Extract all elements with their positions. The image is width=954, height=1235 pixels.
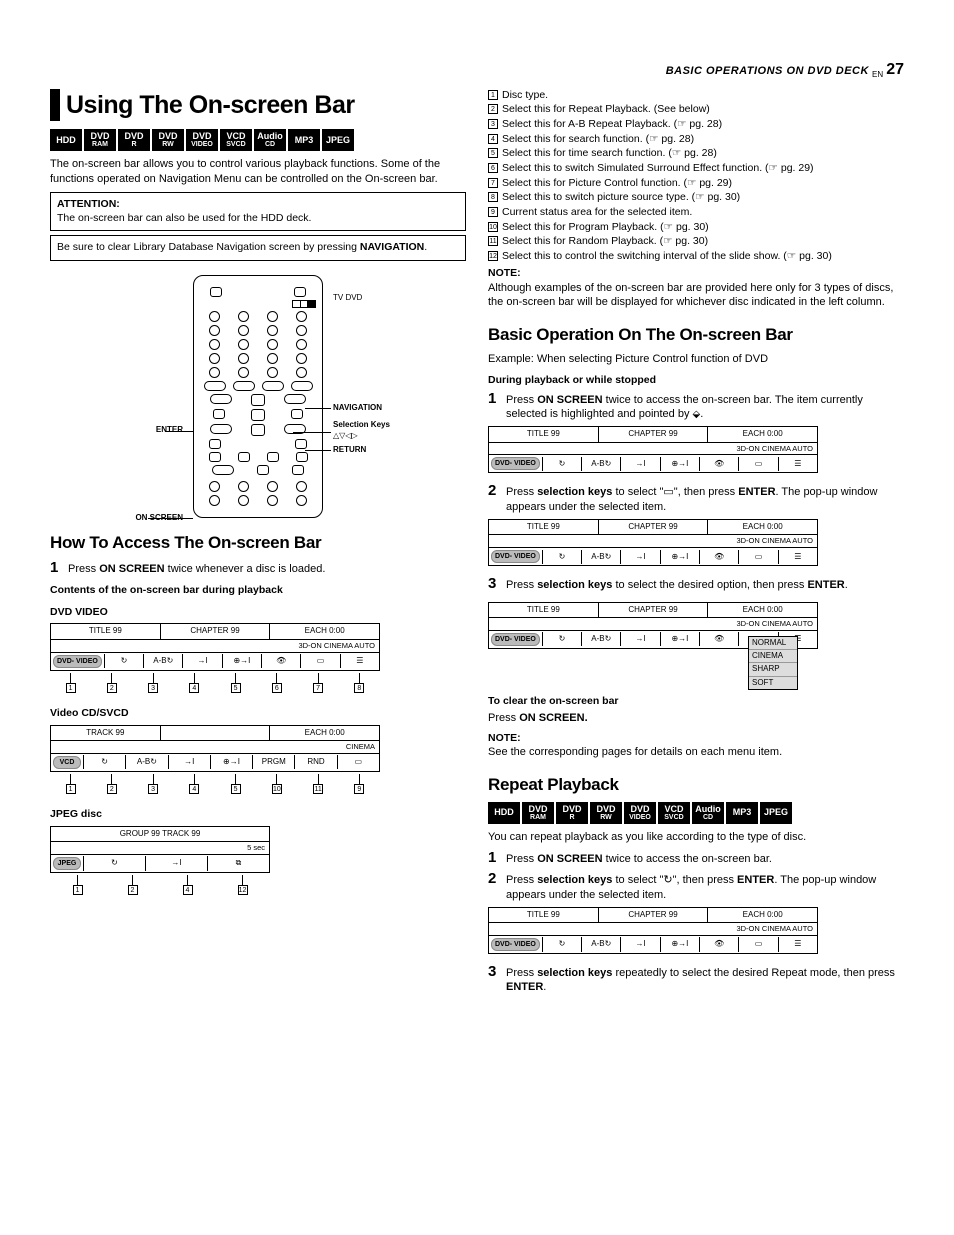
clear-label: To clear the on-screen bar [488,695,904,709]
navigation-note-box: Be sure to clear Library Database Naviga… [50,235,466,261]
attention-box: ATTENTION: The on-screen bar can also be… [50,192,466,231]
format-badge: VCDSVCD [220,129,252,151]
format-badge: DVDVIDEO [186,129,218,151]
repeat-step3: 3 Press selection keys repeatedly to sel… [488,964,904,995]
main-title: Using The On-screen Bar [50,89,466,122]
page-header: BASIC OPERATIONS ON DVD DECK EN 27 [50,60,904,81]
intro-text: The on-screen bar allows you to control … [50,157,466,186]
ref-item: 3Select this for A-B Repeat Playback. (☞… [488,118,904,132]
contents-label: Contents of the on-screen bar during pla… [50,584,466,598]
osb-basic1: TITLE 99CHAPTER 99EACH 0:00 3D-ON CINEMA… [488,426,904,473]
jpeg-label: JPEG disc [50,808,466,822]
header-title: BASIC OPERATIONS ON DVD DECK [666,65,869,77]
during-label: During playback or while stopped [488,374,904,388]
ref-item: 5Select this for time search function. (… [488,147,904,161]
osb-jpeg: GROUP 99 TRACK 99 5 sec JPEG ↻→I⧉ 12412 [50,826,466,896]
ref-item: 2Select this for Repeat Playback. (See b… [488,103,904,117]
header-page: 27 [886,61,904,78]
repeat-step2: 2 Press selection keys to select "↻", th… [488,871,904,902]
format-badge: MP3 [726,802,758,824]
dropdown-option: SOFT [749,677,797,689]
clear-text: Press ON SCREEN. [488,711,904,725]
section-repeat-title: Repeat Playback [488,774,904,796]
format-badge: HDD [488,802,520,824]
basic-step3: 3 Press selection keys to select the des… [488,576,904,592]
vcd-label: Video CD/SVCD [50,707,466,721]
note1-label: NOTE: [488,267,904,281]
reference-list: 1Disc type.2Select this for Repeat Playb… [488,89,904,264]
format-badge: DVDRAM [84,129,116,151]
ref-item: 10Select this for Program Playback. (☞ p… [488,221,904,235]
format-badge: JPEG [322,129,354,151]
format-badge: DVDRW [590,802,622,824]
ref-item: 9Current status area for the selected it… [488,206,904,220]
osb-vcd: TRACK 99EACH 0:00 CINEMA VCD ↻A-B↻→I⊕→IP… [50,725,466,795]
dropdown-option: NORMAL [749,637,797,650]
format-badge: DVDRAM [522,802,554,824]
note2-text: See the corresponding pages for details … [488,745,904,759]
basic-step2: 2 Press selection keys to select "▭", th… [488,483,904,514]
basic-example: Example: When selecting Picture Control … [488,352,904,366]
picture-mode-dropdown: NORMALCINEMASHARPSOFT [748,636,798,691]
format-badge: AudioCD [692,802,724,824]
note1-text: Although examples of the on-screen bar a… [488,281,904,310]
format-badge: VCDSVCD [658,802,690,824]
ref-item: 6Select this to switch Simulated Surroun… [488,162,904,176]
format-badge: AudioCD [254,129,286,151]
ref-item: 11Select this for Random Playback. (☞ pg… [488,235,904,249]
section-basic-title: Basic Operation On The On-screen Bar [488,324,904,346]
ref-item: 4Select this for search function. (☞ pg.… [488,133,904,147]
format-badge: DVDR [118,129,150,151]
format-badge: DVDR [556,802,588,824]
ref-item: 12Select this to control the switching i… [488,250,904,264]
format-badge: HDD [50,129,82,151]
section-access-title: How To Access The On-screen Bar [50,532,466,554]
attention-text: The on-screen bar can also be used for t… [57,212,311,224]
note2-label: NOTE: [488,732,904,746]
repeat-step1: 1 Press ON SCREEN twice to access the on… [488,850,904,866]
format-badge: DVDRW [152,129,184,151]
format-badges: HDDDVDRAMDVDRDVDRWDVDVIDEOVCDSVCDAudioCD… [50,129,466,151]
ref-item: 7Select this for Picture Control functio… [488,177,904,191]
format-badge: MP3 [288,129,320,151]
osb-dvd-video: TITLE 99CHAPTER 99EACH 0:00 3D-ON CINEMA… [50,623,466,693]
repeat-format-badges: HDDDVDRAMDVDRDVDRWDVDVIDEOVCDSVCDAudioCD… [488,802,904,824]
repeat-intro: You can repeat playback as you like acco… [488,830,904,844]
osb-repeat: TITLE 99CHAPTER 99EACH 0:00 3D-ON CINEMA… [488,907,904,954]
format-badge: JPEG [760,802,792,824]
osb-basic2: TITLE 99CHAPTER 99EACH 0:00 3D-ON CINEMA… [488,519,904,566]
attention-label: ATTENTION: [57,198,120,210]
basic-step1: 1 Press ON SCREEN twice to access the on… [488,391,904,422]
ref-item: 1Disc type. [488,89,904,103]
format-badge: DVDVIDEO [624,802,656,824]
dropdown-option: SHARP [749,663,797,676]
remote-diagram: TV DVD ENTER NAVIGATION Selection Keys △… [50,275,466,518]
dvd-video-label: DVD VIDEO [50,606,466,620]
header-lang: EN [872,70,883,79]
access-step1: 1 Press ON SCREEN twice whenever a disc … [50,560,466,576]
dropdown-option: CINEMA [749,650,797,663]
ref-item: 8Select this to switch picture source ty… [488,191,904,205]
